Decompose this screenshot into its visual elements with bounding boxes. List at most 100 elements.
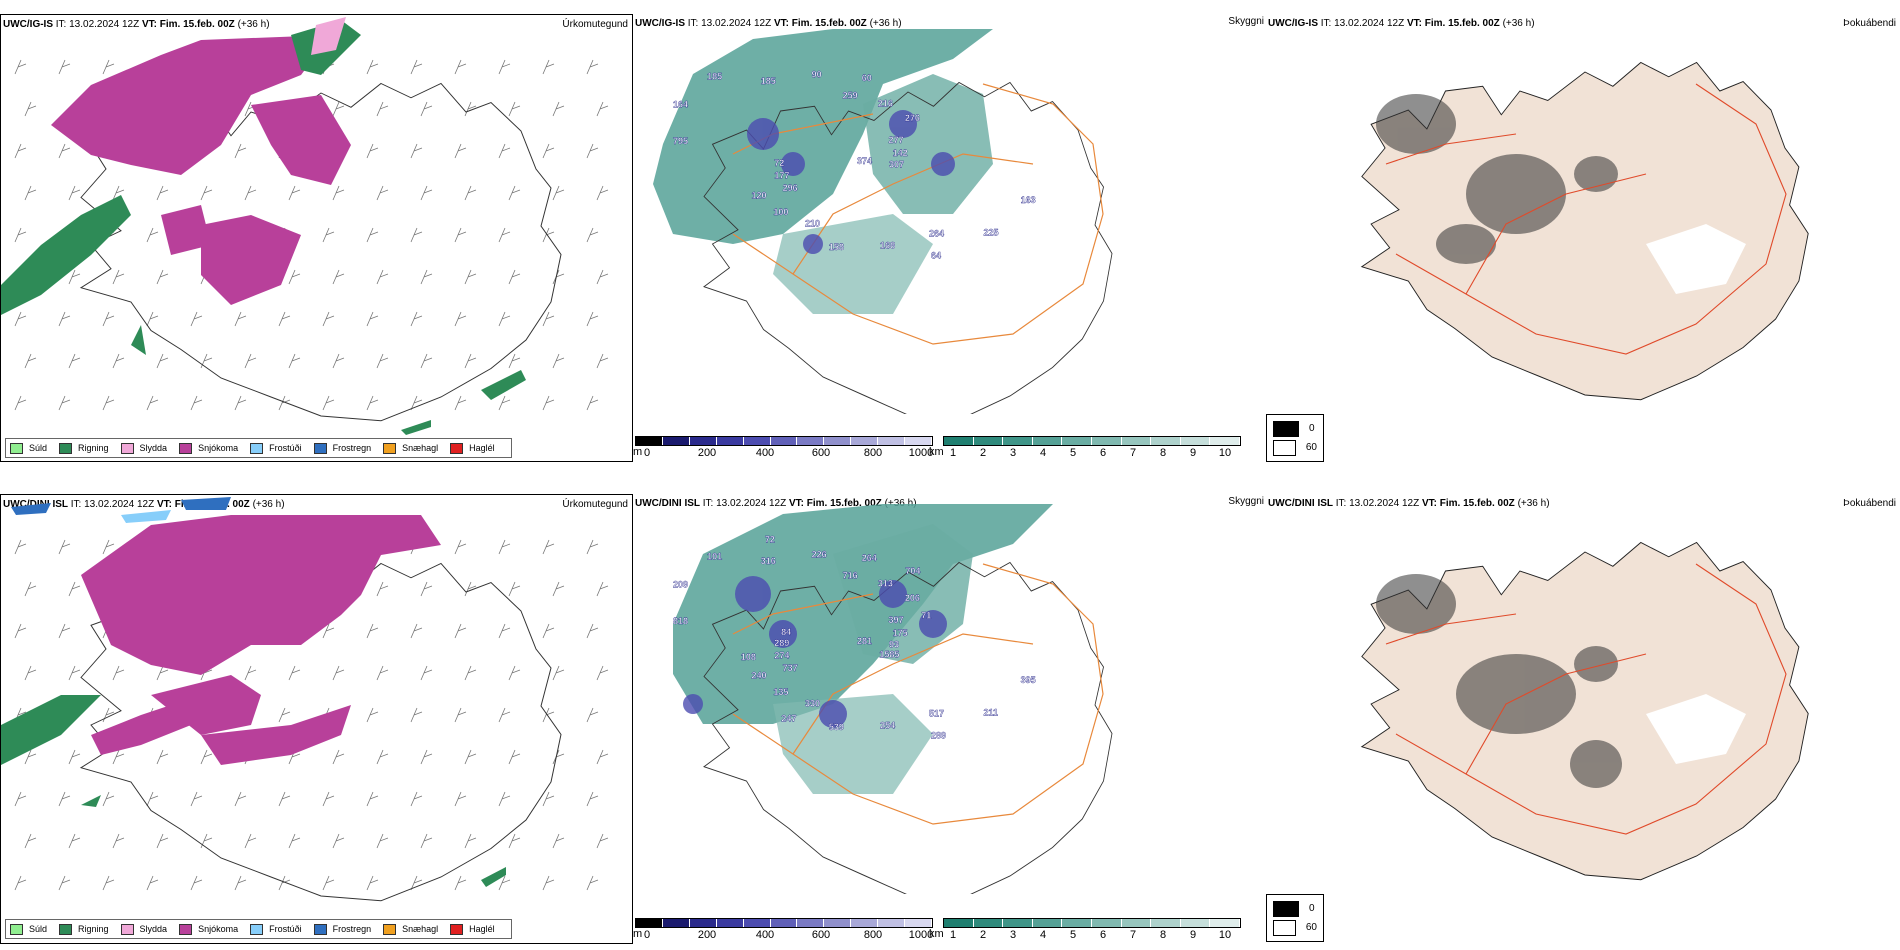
wind-barb [234,791,247,807]
wind-barb [542,227,555,243]
wind-barb [552,101,565,117]
wind-barb [498,143,511,159]
cloud-base-label: 185 [761,76,776,86]
cloud-base-label: 135 [773,687,788,697]
iceland-outline [703,561,1113,894]
legend-label: Rigning [78,443,109,453]
wind-barb [410,59,423,75]
wind-barb [24,749,37,765]
tick-label: 2 [979,447,987,459]
wind-barb [14,311,27,327]
cloud-base-label: 158 [829,242,844,252]
legend-label: Haglél [469,443,495,453]
wind-barb [332,269,345,285]
wind-barb [542,707,555,723]
precip-type-panel: UWC/DINI ISL IT: 13.02.2024 12Z VT: Fim.… [0,494,633,944]
tick-label: 200 [697,929,717,941]
wind-barb [376,269,389,285]
wind-barb [58,875,71,891]
cloud-base-label: 90 [812,69,822,79]
legend-swatch [10,442,23,454]
wind-barb [112,665,125,681]
wind-barb [146,227,159,243]
colorbar-ticks: 0 200 400 600 800 1000 [635,447,933,461]
legend-swatch [179,442,193,454]
tick-label: 7 [1129,929,1137,941]
cloud-base-label: 313 [878,579,893,589]
wind-barb [322,227,335,243]
wind-barb [586,791,599,807]
cloud-base-label: 795 [673,136,688,146]
wind-barb [464,833,477,849]
wind-barb [366,143,379,159]
legend-item: Snjókoma [179,442,238,454]
legend-swatch [179,923,193,935]
wind-barb [322,875,335,891]
legend-swatch [383,923,397,935]
wind-barb [454,875,467,891]
ceiling-areas [683,576,947,728]
vt-label: VT: [1421,498,1437,509]
tick-label: 8 [1159,447,1167,459]
legend-label: Haglél [469,924,495,934]
tick-label: 4 [1039,929,1047,941]
panel-name: Skyggni [1228,496,1264,507]
wind-barb [376,101,389,117]
wind-barb [498,395,511,411]
wind-barb [464,353,477,369]
ceiling-colorbar: m 0 200 400 600 800 1000 [633,918,933,943]
wind-barb [24,665,37,681]
tick-label: 1 [949,447,957,459]
vt-label: VT: [156,499,172,510]
model-name: UWC/IG-IS [1268,18,1318,29]
wind-barb [102,707,115,723]
wind-barb [58,395,71,411]
cloud-base-label: 216 [878,99,893,109]
wind-barb [112,353,125,369]
fog-key-label: 0 [1309,903,1315,914]
cloud-base-label: 108 [741,652,756,662]
wind-barb [596,185,609,201]
fog-key-label: 60 [1305,442,1317,453]
it-label: IT: [1320,18,1332,29]
wind-barb [498,539,511,555]
cloud-base-label: 226 [812,549,827,559]
vt-label: VT: [141,19,157,30]
lead-time: (+36 h) [252,499,285,510]
wind-barb [464,101,477,117]
wind-barb [278,395,291,411]
fog-map [1360,541,1809,881]
wind-barb [542,875,555,891]
wind-barb [586,395,599,411]
wind-barb [410,227,423,243]
wind-barb [190,311,203,327]
visibility-panel: UWC/IG-IS IT: 13.02.2024 12Z VT: Fim. 15… [633,14,1266,462]
wind-barb [14,875,27,891]
wind-barb [542,143,555,159]
tick-label: 10 [1218,447,1232,459]
lead-time: (+36 h) [1517,498,1550,509]
tick-label: 400 [755,447,775,459]
wind-barb [146,311,159,327]
fog-key-row: 0 [1273,899,1317,918]
vt-value: Fim. 15.feb. 00Z [791,18,867,29]
legend-label: Frostregn [332,443,372,453]
wind-barb [586,311,599,327]
cloud-base-label: 142 [893,148,908,158]
cloud-base-label: 737 [783,663,798,673]
cloud-base-label: 716 [843,570,858,580]
wind-barb [454,143,467,159]
wind-barb [420,833,433,849]
wind-barb [420,185,433,201]
wind-barb [596,353,609,369]
wind-barb [234,143,247,159]
wind-barb [498,707,511,723]
wind-barb [288,269,301,285]
wind-barb [288,185,301,201]
wind-barb [146,791,159,807]
fog-key-label: 60 [1305,922,1317,933]
panel-title: UWC/IG-IS IT: 13.02.2024 12Z VT: Fim. 15… [635,18,902,29]
it-label: IT: [70,499,82,510]
glacier-area [1646,224,1746,294]
wind-barb [410,311,423,327]
